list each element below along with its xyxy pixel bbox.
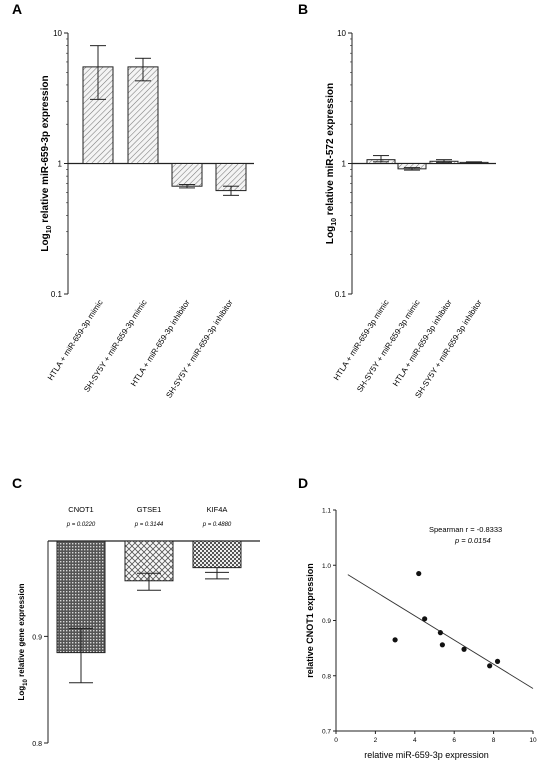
y-tick-label: 0.8: [32, 741, 42, 748]
p-value-label: p = 0.3144: [134, 522, 164, 528]
panel-label-b: B: [298, 1, 308, 17]
x-category-label: GTSE1: [137, 505, 162, 514]
chart-panel-a: 10 1 0.1 Log10 relative miR-659-3p expressi…: [40, 29, 254, 400]
x-category-label: SH-SY5Y + miR-659-3p mimic: [355, 298, 421, 394]
y-tick-label: 0.1: [51, 290, 63, 299]
panel-label-a: A: [12, 1, 22, 17]
data-point: [422, 616, 428, 622]
data-point: [416, 570, 422, 577]
x-axis-label: relative miR-659-3p expression: [364, 750, 489, 760]
x-tick-label: 6: [452, 737, 456, 744]
x-category-label: CNOT1: [68, 505, 93, 514]
x-category-label: HTLA + miR-659-3p mimic: [332, 298, 391, 382]
y-tick-label: 1.0: [322, 563, 331, 570]
y-tick-label: 1.1: [322, 508, 331, 515]
chart-panel-d: 0.7 0.8 0.9 1.0 1.1 0 2 4 6 8 10 relative miR-659-3…: [305, 508, 537, 761]
x-tick-label: 10: [529, 737, 537, 744]
data-point: [461, 646, 467, 652]
y-tick-label: 0.7: [322, 729, 331, 736]
p-value-label: p = 0.0220: [66, 522, 96, 528]
x-tick-label: 4: [413, 737, 417, 744]
p-value-annotation: p = 0.0154: [454, 536, 491, 545]
y-tick-label: 10: [53, 29, 62, 38]
chart-panel-c: 0.9 0.8 Log10 relative gene expression CNOT…: [17, 505, 260, 748]
y-tick-label: 1: [342, 160, 347, 169]
p-value-label: p = 0.4880: [202, 522, 232, 528]
data-point: [437, 630, 444, 636]
spearman-annotation: Spearman r = -0.8333: [429, 525, 502, 534]
x-tick-label: 0: [334, 737, 338, 744]
bar: [127, 66, 159, 164]
x-tick-label: 8: [492, 737, 496, 744]
data-point: [487, 663, 493, 669]
y-tick-label: 0.9: [32, 634, 42, 641]
x-category-label: HTLA + miR-659-3p inhibitor: [391, 298, 454, 388]
y-axis-label: Log10 relative gene expression: [17, 583, 29, 700]
chart-panel-b: 10 1 0.1 Log10 relative miR-572 expression H…: [325, 29, 496, 400]
panel-label-c: C: [12, 475, 22, 491]
x-category-label: KIF4A: [207, 505, 228, 514]
x-tick-label: 2: [374, 737, 378, 744]
data-point: [392, 637, 398, 643]
y-tick-label: 10: [337, 29, 346, 38]
y-axis-label: Log10 relative miR-572 expression: [325, 83, 338, 244]
panel-label-d: D: [298, 475, 308, 491]
y-axis-label: relative CNOT1 expression: [305, 563, 315, 678]
bar: [192, 540, 242, 569]
y-tick-label: 0.1: [335, 290, 347, 299]
y-tick-label: 1: [58, 160, 63, 169]
bar: [171, 163, 203, 187]
y-tick-label: 0.9: [322, 618, 331, 625]
data-point: [494, 658, 501, 664]
y-axis-label: Log10 relative miR-659-3p expression: [40, 75, 53, 251]
y-tick-label: 0.8: [322, 673, 331, 680]
data-point: [439, 642, 445, 648]
